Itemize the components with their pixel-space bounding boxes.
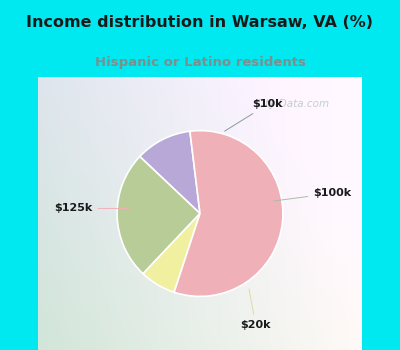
Wedge shape (143, 214, 200, 292)
Text: $10k: $10k (225, 99, 283, 131)
Text: Hispanic or Latino residents: Hispanic or Latino residents (94, 56, 306, 69)
Wedge shape (140, 131, 200, 214)
Text: Income distribution in Warsaw, VA (%): Income distribution in Warsaw, VA (%) (26, 15, 374, 30)
Text: $20k: $20k (240, 289, 271, 330)
Wedge shape (174, 131, 283, 296)
Wedge shape (117, 156, 200, 274)
Text: $100k: $100k (274, 188, 351, 201)
Text: City-Data.com: City-Data.com (256, 99, 330, 109)
Text: $125k: $125k (54, 203, 128, 214)
